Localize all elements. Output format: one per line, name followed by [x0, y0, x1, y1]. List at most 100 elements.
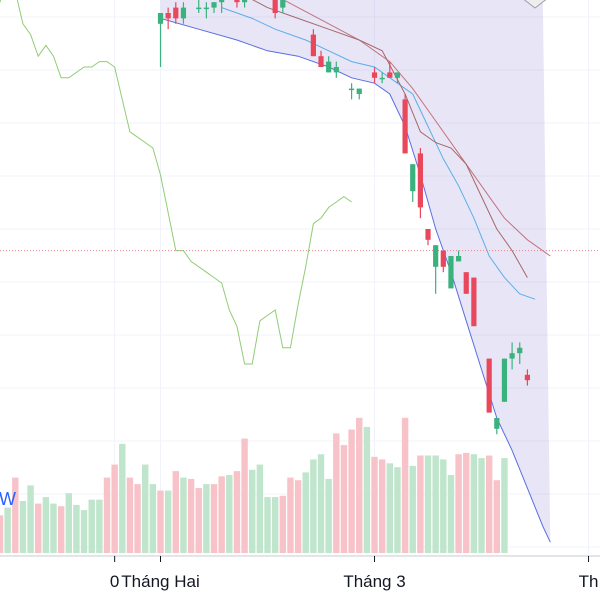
tradingview-logo-fragment: W: [0, 489, 16, 509]
volume-bar: [302, 472, 309, 553]
volume-bar: [88, 499, 95, 553]
moving-average-line: [252, 0, 528, 278]
volume-bar: [180, 477, 187, 553]
band-middle-line: [221, 7, 536, 300]
candle-body: [196, 7, 202, 10]
candle-body: [524, 374, 530, 381]
candle: [517, 342, 523, 364]
volume-bar: [65, 493, 72, 553]
candle: [272, 0, 278, 19]
candle-body: [234, 0, 240, 3]
candle: [387, 61, 393, 78]
volume-bar: [317, 454, 325, 553]
volume-bar: [310, 459, 317, 553]
volume-bar: [447, 475, 455, 553]
candle: [173, 2, 179, 24]
candle-body: [326, 61, 332, 73]
candle-body: [463, 272, 469, 294]
volume-bar: [501, 458, 508, 553]
candle: [211, 2, 217, 13]
time-tick-label: 0: [110, 572, 119, 591]
candle: [333, 61, 339, 78]
oscillator-line: [0, 0, 352, 365]
candle-body: [402, 99, 408, 154]
volume-bar: [27, 485, 34, 553]
candle: [165, 7, 171, 30]
volume-bar: [42, 497, 50, 553]
volume-bar: [348, 429, 355, 553]
volume-bar: [241, 438, 248, 553]
volume-bar: [226, 475, 233, 553]
candle: [326, 56, 332, 73]
volume-bar: [134, 484, 141, 553]
candle: [501, 358, 508, 402]
volume-bar: [279, 495, 287, 553]
candle: [371, 67, 378, 84]
volume-bar: [164, 490, 172, 553]
time-axis-ticks: 0 Tháng Hai Tháng 3 Th: [110, 556, 599, 591]
time-tick-label: Th: [579, 572, 599, 591]
volume-bar: [340, 445, 348, 553]
candle: [425, 229, 431, 246]
volume-bar: [50, 503, 57, 553]
band-lower-line: [160, 17, 551, 543]
candle-body: [318, 56, 324, 67]
volume-bar: [19, 501, 27, 553]
volume-bar: [0, 515, 4, 553]
scroll-marker-icon[interactable]: [522, 0, 548, 9]
candle: [356, 88, 362, 100]
volume-bar: [256, 464, 264, 553]
candle-body: [440, 250, 446, 267]
volume-bar: [172, 471, 180, 553]
candle-body: [410, 164, 416, 192]
candle-body: [387, 72, 393, 78]
volume-bar: [386, 463, 394, 553]
candle: [310, 29, 316, 57]
candle: [241, 0, 248, 8]
candle-body: [517, 347, 523, 354]
candle-body: [333, 67, 339, 73]
volume-bar: [478, 458, 485, 553]
volume-bar: [470, 454, 478, 553]
candle-body: [471, 277, 477, 327]
candle-body: [486, 358, 492, 413]
candle-body: [219, 0, 225, 3]
candle-body: [417, 153, 423, 208]
candle: [471, 277, 477, 327]
moving-average-lines: [252, 0, 551, 278]
volume-bar: [35, 503, 42, 553]
volume-bar: [371, 456, 378, 553]
volume-bar: [218, 476, 225, 553]
volume-bar: [463, 452, 470, 553]
volume-bar: [4, 507, 11, 553]
candle-body: [272, 0, 278, 13]
volume-bar: [157, 490, 164, 553]
candle: [219, 0, 225, 13]
time-tick-label: Tháng 3: [343, 572, 405, 591]
volume-bar: [455, 454, 462, 553]
band-fill: [160, 0, 551, 543]
moving-average-line: [282, 0, 551, 257]
volume-bar: [333, 433, 340, 553]
volume-bar: [363, 426, 371, 553]
candle: [280, 0, 286, 13]
candle: [348, 83, 355, 100]
candle: [203, 2, 209, 19]
volume-bar: [73, 504, 80, 553]
volume-bar: [401, 417, 409, 553]
volume-bar: [210, 484, 218, 553]
candle-body: [180, 7, 187, 19]
volume-bar: [356, 417, 363, 553]
volume-bar: [325, 478, 332, 553]
candle: [448, 256, 454, 289]
candle-body: [494, 418, 500, 429]
candle-body: [310, 34, 316, 57]
volume-bar: [417, 455, 424, 553]
volume-bar: [149, 484, 157, 553]
candle-body: [157, 13, 164, 24]
volume-bar: [103, 477, 111, 553]
candle: [402, 94, 408, 154]
volume-bar: [142, 464, 149, 553]
